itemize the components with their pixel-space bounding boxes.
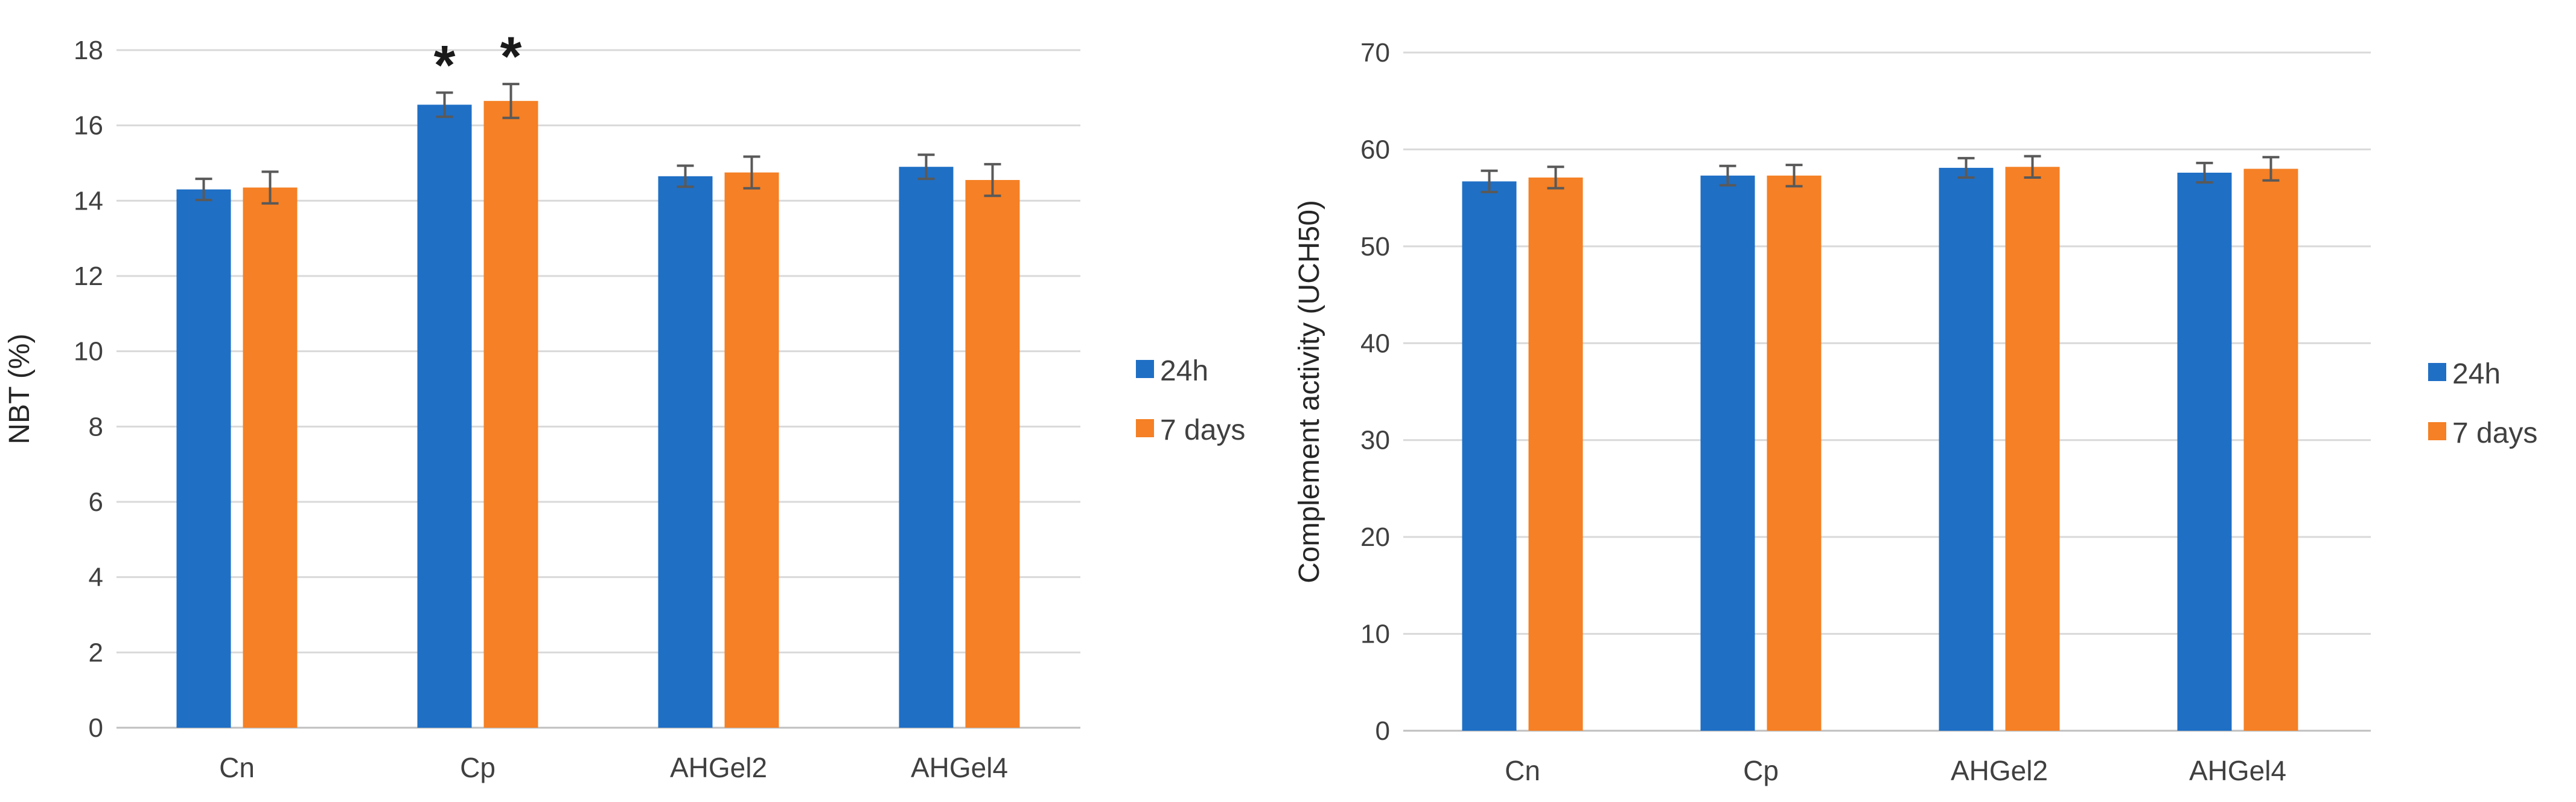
y-tick-label: 10 [1360, 620, 1390, 649]
bar-cn-7-days [1528, 177, 1583, 731]
significance-marker: * [434, 34, 456, 96]
y-tick-label: 40 [1360, 329, 1390, 358]
bar-cn-24h [1462, 181, 1517, 731]
y-tick-label: 60 [1360, 135, 1390, 164]
y-tick-label: 8 [89, 412, 103, 441]
legend-label-24h: 24h [2452, 358, 2501, 390]
y-tick-label: 14 [74, 186, 103, 216]
y-tick-label: 0 [1376, 716, 1390, 746]
legend-swatch-7-days [1136, 419, 1154, 437]
y-tick-label: 6 [89, 487, 103, 517]
x-tick-label: AHGel4 [2189, 755, 2286, 786]
bar-ahgel4-7-days [2243, 168, 2298, 731]
x-tick-label: Cn [219, 752, 255, 783]
bar-ahgel4-7-days [965, 180, 1020, 728]
bar-cp-7-days [1767, 175, 1822, 731]
x-tick-label: AHGel2 [670, 752, 767, 783]
significance-marker: * [500, 26, 522, 88]
y-tick-label: 2 [89, 638, 103, 667]
x-tick-label: Cp [1743, 755, 1779, 786]
chart-complement-activity: 0 10 20 30 40 50 60 70 Cn Cp AHGel2 AHGel4 Complemen… [1293, 38, 2537, 786]
bar-ahgel2-24h [658, 176, 713, 728]
x-tick-label: Cp [460, 752, 496, 783]
y-axis-label: NBT (%) [4, 333, 36, 444]
y-tick-label: 10 [74, 337, 103, 367]
chart-nbt: 0 2 4 6 8 10 12 14 16 18 Cn Cp AHGel2 AHGel4 * * NBT (%)… [4, 26, 1245, 783]
legend-swatch-24h [1136, 360, 1154, 378]
legend-label-24h: 24h [1160, 355, 1208, 387]
y-tick-label: 16 [74, 111, 103, 141]
bar-cp-24h [1700, 175, 1755, 731]
bar-ahgel4-24h [2177, 172, 2232, 731]
bar-cn-24h [176, 189, 231, 728]
y-tick-label: 4 [89, 563, 103, 592]
y-tick-label: 18 [74, 36, 103, 65]
x-tick-label: AHGel2 [1951, 755, 2048, 786]
y-tick-label: 0 [89, 713, 103, 743]
bar-cp-24h [417, 104, 472, 728]
x-tick-label: AHGel4 [911, 752, 1008, 783]
legend-swatch-7-days [2428, 422, 2446, 440]
bar-cn-7-days [243, 187, 298, 728]
y-tick-label: 30 [1360, 426, 1390, 455]
legend-label-7-days: 7 days [2452, 417, 2537, 449]
bar-ahgel2-7-days [2005, 167, 2060, 731]
bar-ahgel2-24h [1939, 167, 1994, 731]
bar-ahgel2-7-days [724, 172, 779, 728]
y-tick-label: 20 [1360, 522, 1390, 552]
y-tick-label: 70 [1360, 38, 1390, 68]
y-tick-label: 12 [74, 261, 103, 291]
bar-ahgel4-24h [899, 167, 954, 728]
y-axis-label: Complement activity (UCH50) [1293, 200, 1325, 583]
legend-label-7-days: 7 days [1160, 414, 1245, 446]
bar-cp-7-days [483, 101, 538, 728]
x-tick-label: Cn [1505, 755, 1540, 786]
y-tick-label: 50 [1360, 232, 1390, 261]
legend-swatch-24h [2428, 363, 2446, 381]
